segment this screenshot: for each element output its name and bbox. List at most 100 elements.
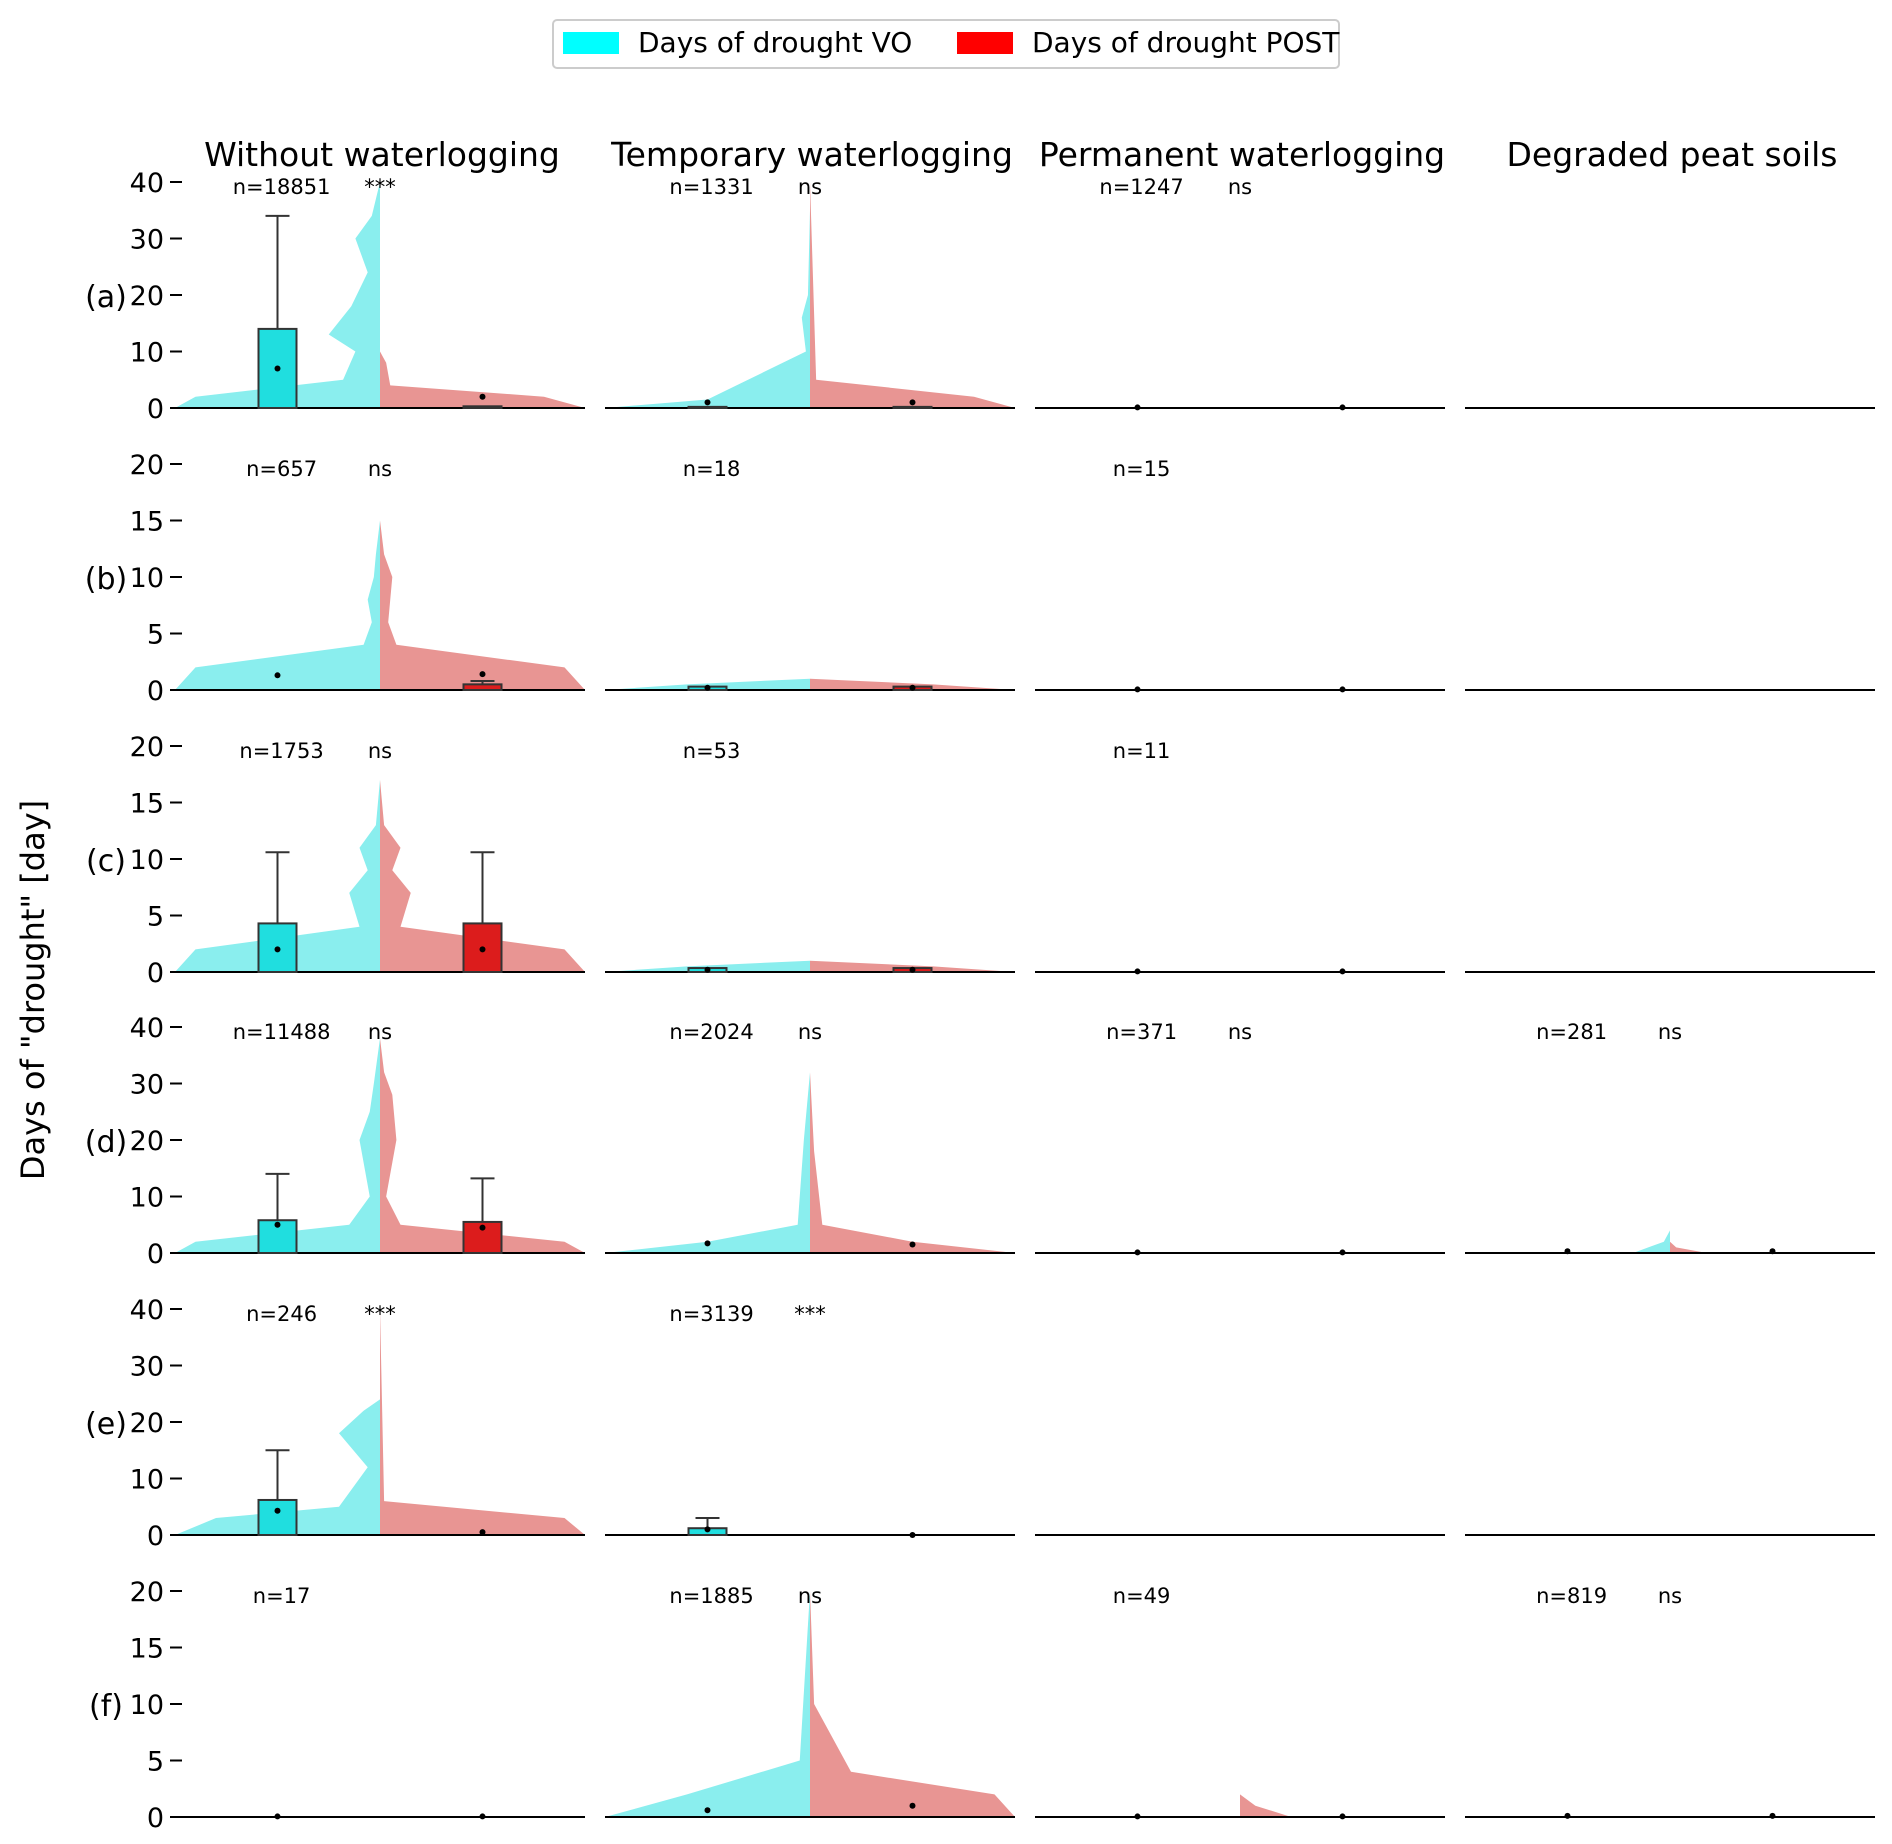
violin-half-vo [175,520,380,690]
mean-dot-post [909,684,916,691]
legend-swatch-vo [563,32,619,54]
legend-swatch-post [957,32,1013,54]
row-a: 0 10 20 30 40 (a) n=18851 *** n=1331 ns n=1247 ns [85,168,1875,425]
y-tick-label: 10 [130,845,164,876]
panel-c-2: n=53 [605,739,1015,973]
y-tick-label: 5 [147,1747,164,1778]
sample-size-label: n=1331 [669,175,753,199]
bar-post [462,405,503,409]
sample-size-label: n=17 [253,1584,311,1608]
bar-vo [257,1498,298,1536]
y-tick-label: 15 [130,789,164,820]
panel-b-3: n=15 [1035,457,1445,693]
mean-dot-post [479,1813,486,1820]
panel-b-2: n=18 [605,457,1015,691]
y-tick-label: 0 [147,1803,164,1834]
mean-dot-vo [274,946,281,953]
mean-dot-vo [274,1507,281,1514]
violin-half-vo [605,678,810,690]
violin-half-post [810,1072,1015,1253]
mean-dot-post [479,1224,486,1231]
y-tick-label: 0 [147,1239,164,1270]
significance-label: ns [1228,175,1252,199]
mean-dot-vo [274,1221,281,1228]
column-title-temporary: Temporary waterlogging [610,135,1013,174]
mean-dot-post [479,1529,486,1536]
mean-dot-post [479,946,486,953]
sample-size-label: n=18851 [233,175,331,199]
mean-dot-vo [704,1526,711,1533]
row-f: 0 5 10 15 20 (f) n=17 n=1885 ns n=49 n=819 ns [89,1577,1875,1834]
column-title-degraded: Degraded peat soils [1507,135,1838,174]
violin-half-vo [605,960,810,972]
row-label: (d) [85,1125,127,1160]
sample-size-label: n=1247 [1099,175,1183,199]
row-label: (b) [85,562,127,597]
mean-dot-post [909,1532,916,1538]
panel-d-3: n=371 ns [1035,1020,1445,1256]
mean-dot-vo [704,684,711,691]
violin-half-post [380,520,585,690]
sample-size-label: n=53 [683,739,741,763]
sample-size-label: n=11488 [233,1020,331,1044]
significance-label: ns [798,175,822,199]
row-e: 0 10 20 30 40 (e) n=246 *** n=3139 *** [85,1295,1875,1552]
violin-half-post [380,779,585,972]
chart-marks: 0 10 20 30 40 (a) n=18851 *** n=1331 ns n=1247 ns 0 5… [85,168,1875,1834]
y-tick-label: 0 [147,394,164,425]
violin-half-post [810,182,1015,408]
bar-post [462,683,503,691]
mean-dot-post [909,399,916,406]
bar-post [892,405,933,409]
y-tick-label: 20 [130,1577,164,1608]
panel-e-1: n=246 *** [175,1302,585,1536]
panel-d-1: n=11488 ns [175,1020,585,1255]
violin-half-post [810,960,1015,972]
mean-dot-vo [1134,404,1141,411]
y-tick-label: 30 [130,225,164,256]
sample-size-label: n=371 [1106,1020,1177,1044]
mean-dot-post [479,671,486,678]
violin-half-post [810,1591,1015,1817]
significance-label: ns [368,739,392,763]
y-tick-label: 30 [130,1352,164,1383]
panel-b-1: n=657 ns [175,457,585,691]
significance-label: ns [1658,1020,1682,1044]
mean-dot-vo [274,1813,281,1820]
y-tick-label: 15 [130,1634,164,1665]
y-axis-label: Days of "drought" [day] [14,800,52,1180]
violin-half-post [380,1309,585,1535]
panel-f-1: n=17 [175,1584,585,1820]
significance-label: ns [368,1020,392,1044]
violin-half-vo [605,1591,810,1817]
mean-dot-post [1339,404,1346,411]
mean-dot-vo [704,1807,711,1814]
mean-dot-post [1769,1248,1776,1255]
y-tick-label: 40 [130,168,164,199]
y-tick-label: 5 [147,620,164,651]
panel-f-3: n=49 [1035,1584,1445,1820]
mean-dot-vo [1564,1812,1571,1819]
column-title-without: Without waterlogging [204,135,560,174]
row-label: (c) [86,844,126,879]
column-title-permanent: Permanent waterlogging [1039,135,1445,174]
panel-c-1: n=1753 ns [175,739,585,973]
y-tick-label: 0 [147,1521,164,1552]
violin-half-post [1240,1794,1343,1817]
row-label: (a) [85,280,127,315]
panel-e-2: n=3139 *** [605,1302,1015,1538]
sample-size-label: n=1885 [669,1584,753,1608]
sample-size-label: n=246 [246,1302,317,1326]
row-label: (f) [89,1689,123,1724]
significance-label: ns [368,457,392,481]
violin-half-vo [175,779,380,972]
y-tick-label: 5 [147,902,164,933]
y-tick-label: 10 [130,563,164,594]
violin-half-vo [175,1038,380,1253]
legend-label-vo: Days of drought VO [638,26,912,59]
y-tick-label: 10 [130,1183,164,1214]
violin-half-vo [605,210,810,408]
violin-half-vo [1547,1230,1670,1253]
